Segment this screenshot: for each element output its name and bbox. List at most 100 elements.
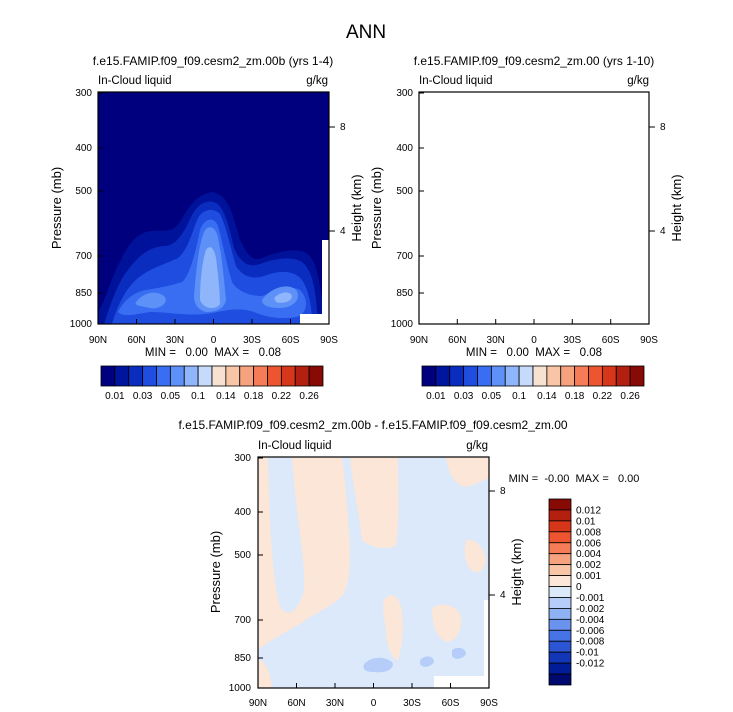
y-tick-label: 500: [234, 550, 251, 561]
y-tick-label: 500: [396, 186, 413, 197]
colorbar-label: 0.03: [454, 391, 474, 402]
y-tick-label: 1000: [229, 683, 252, 694]
panel-subtitle-left: In-Cloud liquid: [419, 75, 493, 87]
x-tick-label: 30N: [487, 335, 505, 346]
colorbar-swatch: [490, 365, 506, 387]
colorbar-swatch: [421, 365, 437, 387]
colorbar-swatch: [548, 498, 572, 511]
colorbar-swatch: [280, 365, 296, 387]
panel-title: f.e15.FAMIP.f09_f09.cesm2_zm.00b - f.e15…: [178, 418, 567, 432]
colorbar-swatch: [225, 365, 241, 387]
panel-control-a: f.e15.FAMIP.f09_f09.cesm2_zm.00b (yrs 1-…: [49, 54, 364, 359]
y-tick-label: 850: [234, 653, 251, 664]
x-tick-label: 90S: [480, 698, 498, 709]
y-axis-right-label: Height (km): [349, 174, 364, 241]
colorbar-label: -0.001: [576, 593, 605, 604]
x-tick-label: 0: [371, 698, 377, 709]
colorbar-swatch: [548, 597, 572, 609]
colorbar-b: 0.01 0.03 0.05 0.1 0.14 0.18 0.22 0.26: [421, 365, 645, 402]
colorbar-swatch: [504, 365, 520, 387]
colorbar-swatch: [211, 365, 227, 387]
colorbar-swatch: [197, 365, 213, 387]
panel-subtitle-left: In-Cloud liquid: [98, 75, 172, 87]
y-ticks: 300 400 500 700 850 1000 8 4: [229, 453, 506, 694]
panel-units: g/kg: [627, 75, 649, 87]
x-tick-label: 30S: [403, 698, 421, 709]
y-tick-label: 1000: [70, 319, 93, 330]
missing-data-mask: [621, 314, 650, 324]
colorbar-label: -0.008: [576, 637, 605, 648]
contour-level-4: [439, 220, 627, 318]
min-max-stats: MIN = 0.00 MAX = 0.08: [466, 347, 602, 359]
y-tick-label: 400: [75, 143, 92, 154]
colorbar-label: 0.01: [105, 391, 125, 402]
colorbar-swatch: [548, 531, 572, 544]
figure-title: ANN: [346, 22, 386, 43]
colorbar-swatch: [100, 365, 116, 387]
panel-subtitle-left: In-Cloud liquid: [258, 440, 332, 452]
colorbar-label: 0.004: [576, 549, 601, 560]
colorbar-label: 0.01: [576, 516, 596, 527]
y-tick-label: 400: [234, 507, 251, 518]
contour-level-1: [419, 192, 643, 324]
y-axis-label: Pressure (mb): [208, 531, 223, 613]
x-tick-label: 30S: [563, 335, 581, 346]
colorbar-label: 0.1: [512, 391, 526, 402]
colorbar-swatch: [463, 365, 478, 387]
y-axis-label: Pressure (mb): [49, 167, 64, 249]
colorbar-label: -0.006: [576, 626, 605, 637]
missing-data-mask: [434, 676, 489, 688]
y-right-tick-label: 4: [500, 590, 506, 601]
x-tick-label: 60N: [287, 698, 305, 709]
colorbar-swatch: [169, 365, 185, 387]
x-tick-label: 60N: [127, 335, 145, 346]
colorbar-label: -0.002: [576, 604, 605, 615]
colorbar-swatch: [548, 673, 572, 686]
contour-field: [258, 457, 489, 688]
x-tick-label: 60S: [282, 335, 300, 346]
colorbar-a: 0.01 0.03 0.05 0.1 0.14 0.18 0.22 0.26: [100, 365, 324, 402]
x-tick-label: 30S: [243, 335, 261, 346]
x-ticks: 90N 60N 30N 0 30S 60S 90S: [89, 319, 338, 346]
min-max-stats: MIN = 0.00 MAX = 0.08: [145, 347, 281, 359]
colorbar-swatch: [308, 365, 324, 387]
y-tick-label: 300: [75, 88, 92, 99]
colorbar-label: 0.26: [299, 391, 319, 402]
colorbar-swatch: [548, 640, 572, 653]
contour-level-6: [521, 247, 613, 308]
colorbar-swatch: [548, 542, 572, 555]
colorbar-label: -0.012: [576, 659, 605, 670]
x-tick-label: 30N: [326, 698, 344, 709]
x-ticks: 90N 60N 30N 0 30S 60S 90S: [249, 683, 498, 709]
y-right-tick-label: 8: [340, 122, 346, 133]
colorbar-swatch: [548, 564, 572, 576]
y-right-tick-label: 4: [340, 226, 346, 237]
x-tick-label: 90S: [640, 335, 658, 346]
colorbar-swatch: [560, 365, 576, 387]
colorbar-swatch: [548, 629, 572, 642]
y-axis-right-label: Height (km): [669, 174, 684, 241]
colorbar-swatch: [183, 365, 199, 387]
contour-field: [98, 92, 329, 324]
y-tick-label: 700: [75, 251, 92, 262]
x-tick-label: 90N: [89, 335, 107, 346]
y-axis-label: Pressure (mb): [369, 167, 384, 249]
colorbar-label: 0.22: [272, 391, 292, 402]
x-ticks: 90N 60N 30N 0 30S 60S 90S: [410, 319, 658, 346]
missing-data-mask: [484, 600, 489, 688]
y-right-tick-label: 8: [660, 122, 666, 133]
y-ticks: 300 400 500 700 850 1000 8 4: [70, 88, 346, 330]
y-tick-label: 700: [396, 251, 413, 262]
min-max-stats: MIN = -0.00 MAX = 0.00: [509, 473, 640, 485]
contour-level-2: [425, 202, 639, 324]
colorbar-swatch: [532, 365, 548, 387]
colorbar-label: 0.008: [576, 527, 601, 538]
contour-level-6: [200, 247, 292, 309]
x-tick-label: 0: [211, 335, 217, 346]
colorbar-label: 0.26: [620, 391, 640, 402]
y-ticks: 300 400 500 700 850 1000 8 4: [391, 88, 666, 330]
contour-level-0: [419, 92, 650, 324]
colorbar-swatch: [548, 520, 572, 533]
colorbar-diff: 0.0120.010.0080.0060.0040.0020.0010-0.00…: [548, 498, 605, 686]
